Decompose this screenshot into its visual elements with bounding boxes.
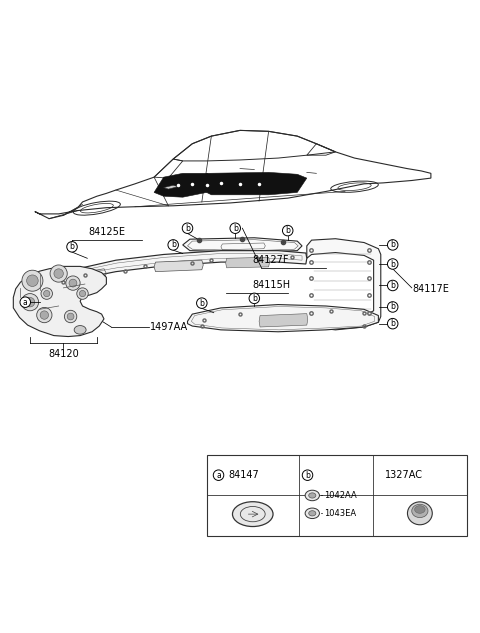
Polygon shape bbox=[188, 304, 378, 332]
Circle shape bbox=[230, 223, 240, 234]
Text: a: a bbox=[216, 471, 221, 480]
Polygon shape bbox=[13, 266, 107, 337]
Ellipse shape bbox=[232, 502, 273, 527]
Text: b: b bbox=[199, 299, 204, 308]
Ellipse shape bbox=[415, 506, 425, 513]
Ellipse shape bbox=[309, 511, 316, 516]
Circle shape bbox=[387, 240, 398, 250]
Text: 84125E: 84125E bbox=[88, 227, 125, 237]
Text: b: b bbox=[233, 223, 238, 233]
Text: b: b bbox=[390, 303, 395, 311]
Text: b: b bbox=[252, 294, 257, 303]
Circle shape bbox=[64, 310, 77, 323]
Circle shape bbox=[67, 242, 77, 252]
Circle shape bbox=[249, 293, 260, 304]
Ellipse shape bbox=[309, 493, 316, 498]
Circle shape bbox=[36, 308, 52, 323]
Circle shape bbox=[25, 298, 35, 307]
Ellipse shape bbox=[412, 505, 428, 518]
Ellipse shape bbox=[305, 508, 320, 518]
Circle shape bbox=[41, 288, 52, 299]
Text: b: b bbox=[390, 260, 395, 268]
Circle shape bbox=[66, 276, 80, 291]
Text: b: b bbox=[390, 319, 395, 328]
Circle shape bbox=[50, 265, 67, 282]
Bar bbox=[206, 455, 467, 536]
Text: 1497AA: 1497AA bbox=[150, 322, 189, 332]
Circle shape bbox=[26, 275, 38, 287]
Text: 84147: 84147 bbox=[228, 470, 259, 480]
Text: a: a bbox=[23, 298, 28, 306]
Circle shape bbox=[387, 280, 398, 291]
Polygon shape bbox=[164, 185, 178, 189]
Text: 84120: 84120 bbox=[48, 349, 79, 359]
Polygon shape bbox=[44, 251, 307, 298]
Text: b: b bbox=[171, 241, 176, 249]
Circle shape bbox=[54, 269, 63, 279]
Text: b: b bbox=[185, 223, 190, 233]
Circle shape bbox=[197, 298, 207, 308]
Polygon shape bbox=[259, 313, 308, 327]
Circle shape bbox=[40, 311, 48, 319]
Polygon shape bbox=[307, 239, 381, 330]
Circle shape bbox=[77, 288, 88, 299]
Text: 84127F: 84127F bbox=[253, 255, 289, 265]
Circle shape bbox=[387, 318, 398, 329]
Circle shape bbox=[20, 297, 31, 308]
Ellipse shape bbox=[408, 502, 432, 525]
Text: 84115H: 84115H bbox=[252, 280, 290, 290]
Circle shape bbox=[79, 291, 85, 297]
Circle shape bbox=[387, 259, 398, 269]
Circle shape bbox=[182, 223, 193, 234]
Circle shape bbox=[22, 270, 43, 291]
Text: b: b bbox=[285, 226, 290, 235]
Text: 1043EA: 1043EA bbox=[324, 509, 356, 518]
Text: 84117E: 84117E bbox=[413, 284, 450, 294]
Circle shape bbox=[168, 240, 179, 250]
Circle shape bbox=[44, 291, 50, 297]
Polygon shape bbox=[154, 173, 211, 197]
Text: 1327AC: 1327AC bbox=[385, 470, 423, 480]
Circle shape bbox=[69, 279, 77, 287]
Circle shape bbox=[213, 470, 224, 480]
Circle shape bbox=[302, 470, 313, 480]
Polygon shape bbox=[206, 172, 307, 195]
Circle shape bbox=[22, 294, 38, 311]
Circle shape bbox=[387, 302, 398, 312]
Polygon shape bbox=[226, 258, 270, 268]
Ellipse shape bbox=[305, 490, 320, 501]
Circle shape bbox=[67, 313, 74, 320]
Text: b: b bbox=[390, 241, 395, 249]
Circle shape bbox=[282, 225, 293, 236]
Polygon shape bbox=[183, 238, 302, 252]
Text: b: b bbox=[390, 281, 395, 290]
Ellipse shape bbox=[74, 325, 86, 334]
Polygon shape bbox=[154, 260, 203, 272]
Text: 1042AA: 1042AA bbox=[324, 491, 357, 500]
Text: b: b bbox=[305, 471, 310, 480]
Text: b: b bbox=[70, 242, 74, 251]
